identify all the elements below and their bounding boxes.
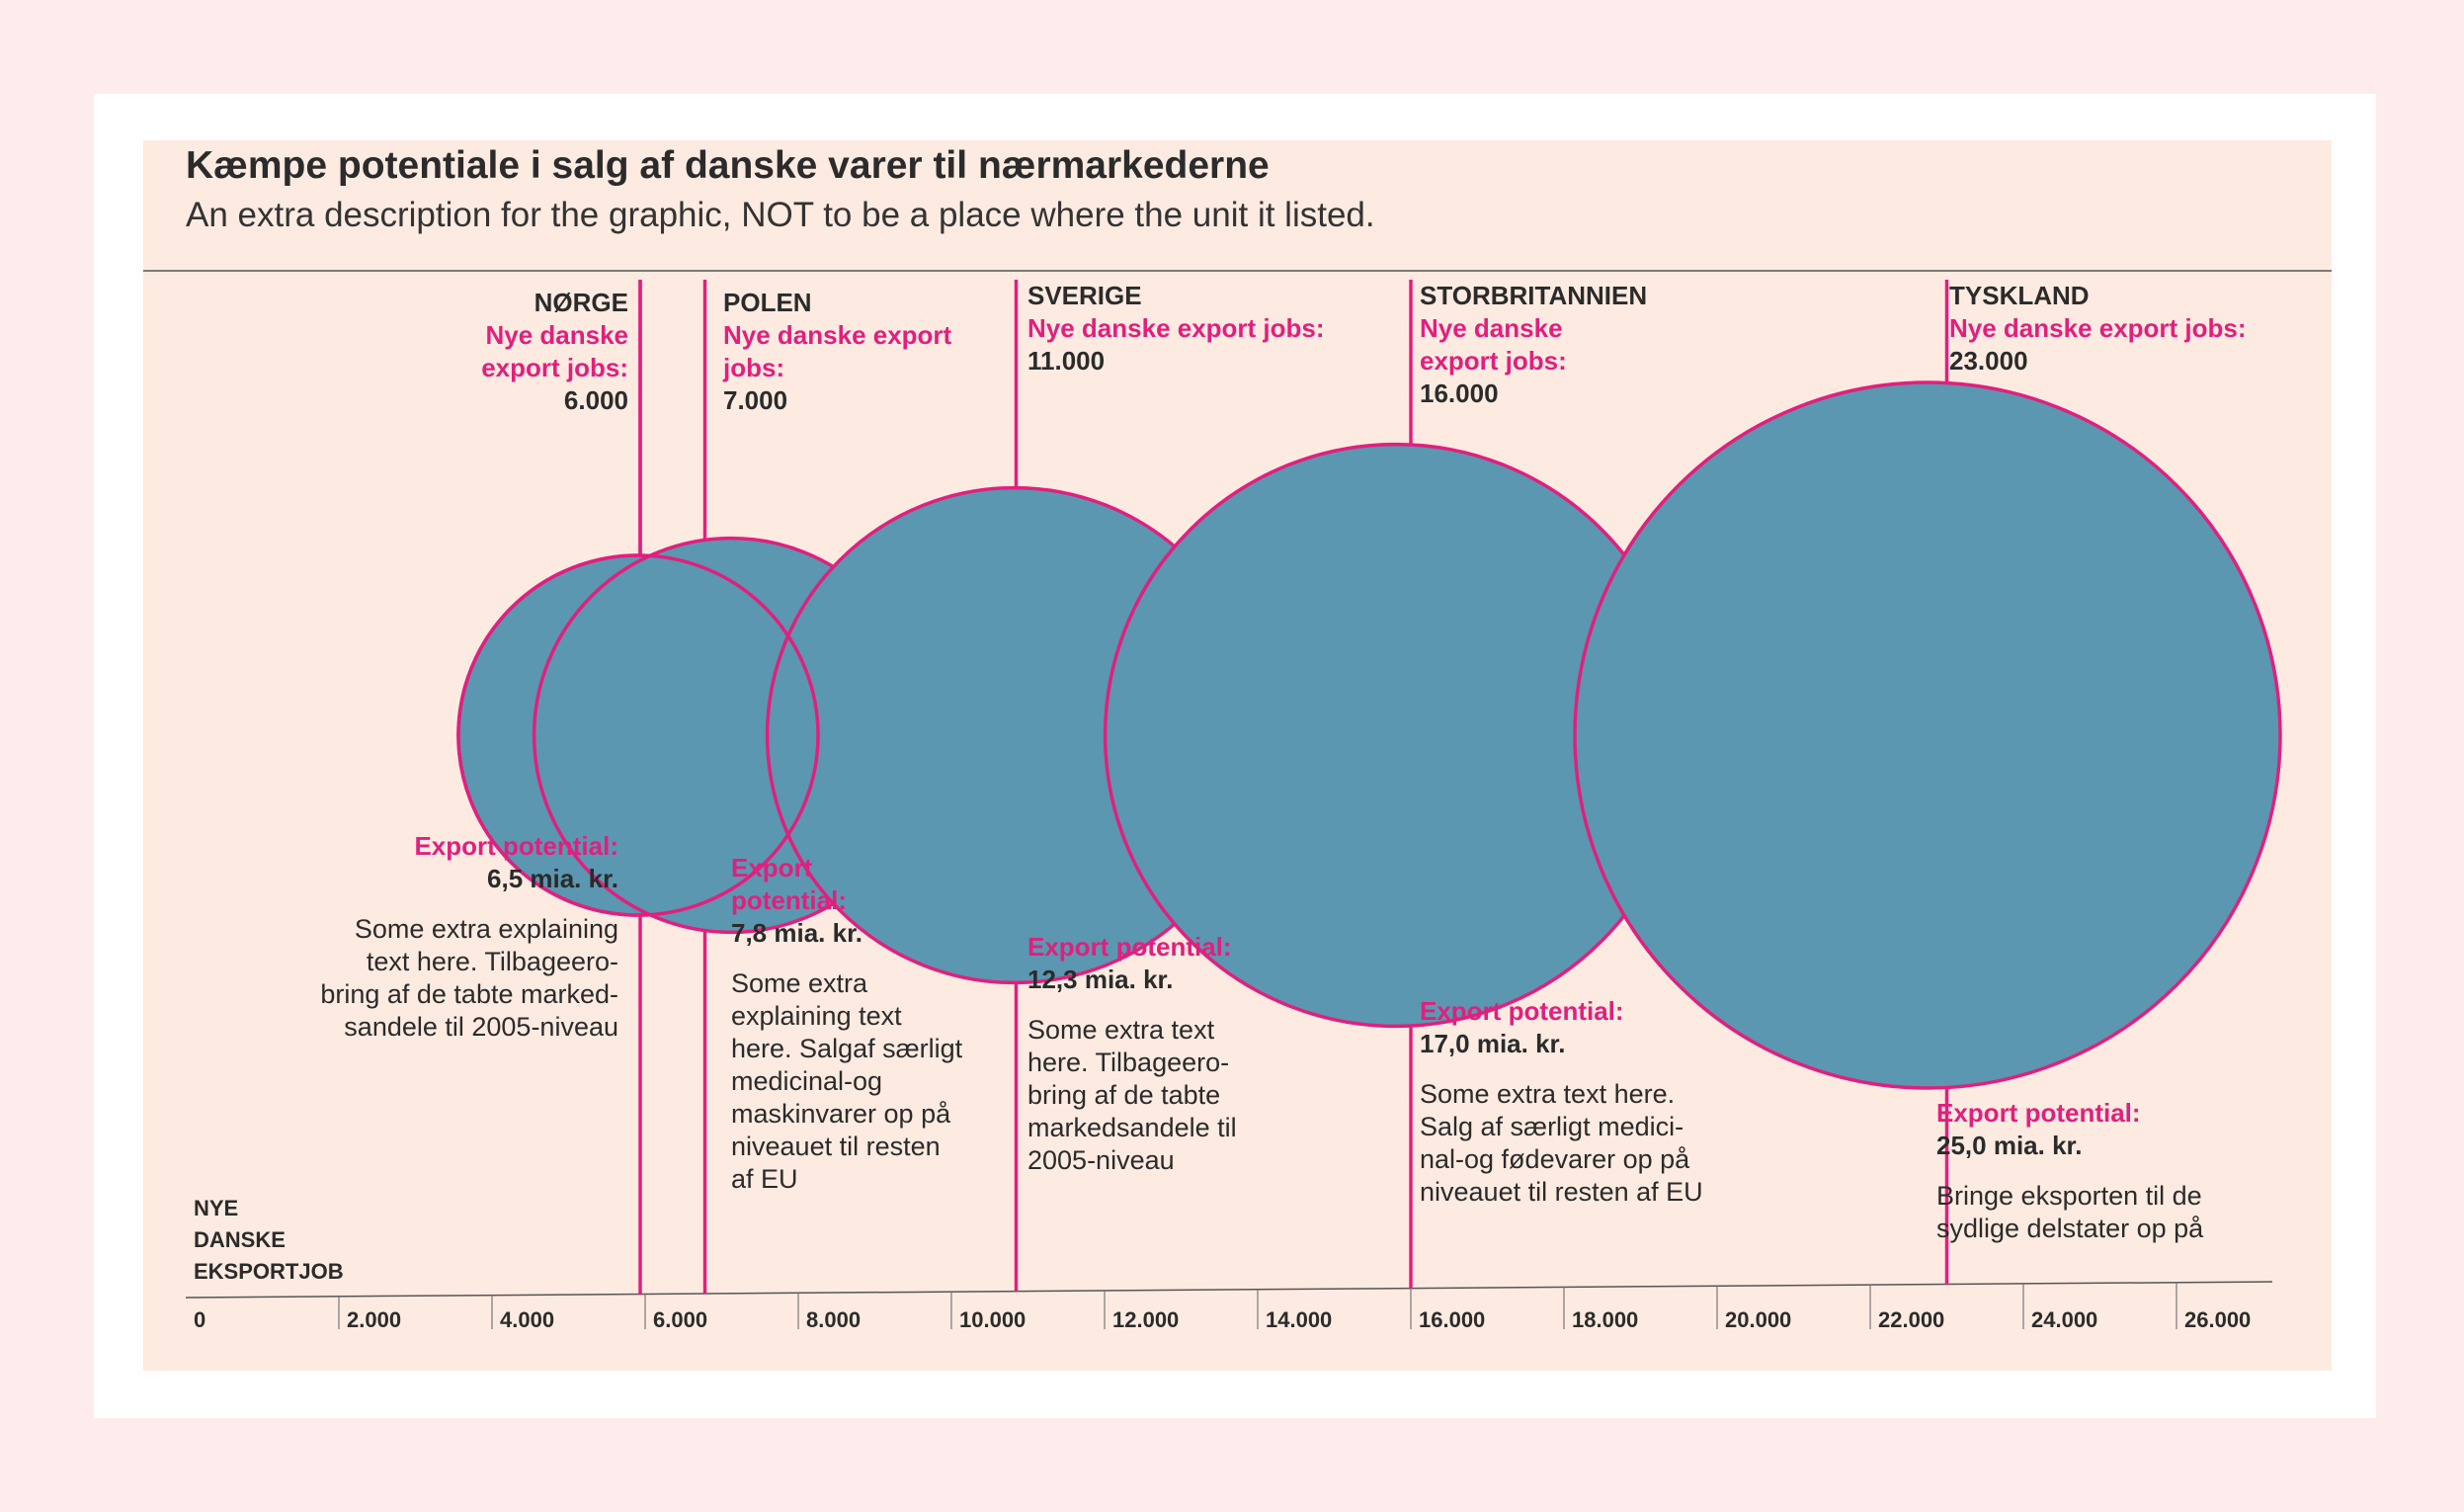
x-tick-label: 26.000 — [2184, 1307, 2251, 1332]
chart-title: Kæmpe potentiale i salg af danske varer … — [186, 144, 1270, 187]
country-name: POLEN — [723, 288, 812, 317]
x-tick-label: 16.000 — [1419, 1307, 1485, 1332]
x-tick-label: 24.000 — [2031, 1307, 2097, 1332]
jobs-label: export jobs: — [481, 353, 628, 382]
jobs-label: export jobs: — [1420, 346, 1567, 376]
spacer — [320, 895, 618, 913]
note-line: niveauet til resten — [731, 1132, 941, 1161]
jobs-value: 23.000 — [1949, 346, 2028, 376]
x-tick-label: 12.000 — [1112, 1307, 1179, 1332]
potential-label: Export potential: — [1936, 1098, 2141, 1128]
country-header-label: STORBRITANNIEN Nye danske export jobs: 16.0… — [1420, 280, 1647, 410]
spacer — [1936, 1162, 2203, 1180]
note-line: nal-og fødevarer op på — [1420, 1144, 1690, 1174]
x-axis-title-line: EKSPORTJOB — [194, 1259, 344, 1284]
country-name: NØRGE — [534, 288, 628, 317]
x-axis-line — [185, 1281, 2273, 1299]
jobs-value: 7.000 — [723, 385, 788, 415]
potential-label: Export potential: — [414, 831, 618, 861]
country-header-label: TYSKLAND Nye danske export jobs: 23.000 — [1949, 280, 2247, 378]
country-header-label: POLEN Nye danske export jobs: 7.000 — [723, 287, 951, 417]
x-tick-label: 0 — [194, 1307, 205, 1332]
country-potential-label: Export potential: 25,0 mia. kr. Bringe eks… — [1936, 1097, 2203, 1245]
x-tick-label: 20.000 — [1725, 1307, 1791, 1332]
x-axis-title-line: DANSKE — [194, 1227, 286, 1252]
note-line: text here. Tilbageero- — [366, 947, 618, 976]
potential-label: Export potential: — [1027, 932, 1232, 962]
x-tick-label: 10.000 — [959, 1307, 1026, 1332]
jobs-label: Nye danske export jobs: — [1027, 313, 1325, 343]
spacer — [1027, 996, 1237, 1014]
jobs-value: 16.000 — [1420, 378, 1499, 408]
x-tick-label: 14.000 — [1266, 1307, 1332, 1332]
note-line: sydlige delstater op på — [1936, 1214, 2204, 1243]
potential-label: Export — [731, 853, 813, 882]
jobs-value: 6.000 — [563, 385, 628, 415]
x-tick-label: 2.000 — [347, 1307, 401, 1332]
note-line: 2005-niveau — [1027, 1145, 1175, 1175]
potential-value: 17,0 mia. kr. — [1420, 1029, 1566, 1058]
potential-label: Export potential: — [1420, 996, 1624, 1026]
country-potential-label: Export potential: 7,8 mia. kr. Some extra ex… — [731, 852, 962, 1196]
spacer — [1420, 1060, 1703, 1078]
jobs-value: 11.000 — [1027, 346, 1106, 376]
x-tick-label: 6.000 — [653, 1307, 707, 1332]
note-line: bring af de tabte — [1027, 1080, 1221, 1110]
chart-subtitle: An extra description for the graphic, NO… — [186, 196, 1375, 234]
note-line: here. Salgaf særligt — [731, 1034, 963, 1063]
note-line: Some extra text here. — [1420, 1079, 1676, 1109]
country-potential-label: Export potential: 6,5 mia. kr. Some extra … — [320, 830, 618, 1044]
jobs-label: jobs: — [723, 353, 785, 382]
potential-label: potential: — [731, 885, 847, 915]
note-line: medicinal-og — [731, 1066, 883, 1096]
potential-value: 7,8 mia. kr. — [731, 918, 862, 948]
potential-value: 25,0 mia. kr. — [1936, 1131, 2083, 1160]
note-line: Bringe eksporten til de — [1936, 1181, 2202, 1211]
x-tick-label: 22.000 — [1878, 1307, 1944, 1332]
note-line: Some extra explaining — [354, 914, 618, 944]
country-name: SVERIGE — [1027, 281, 1142, 310]
spacer — [731, 950, 962, 967]
note-line: af EU — [731, 1164, 798, 1194]
x-axis-title: NYE DANSKE EKSPORTJOB — [194, 1193, 344, 1288]
jobs-label: Nye danske — [1420, 313, 1563, 343]
x-tick-label: 8.000 — [806, 1307, 861, 1332]
country-header-label: NØRGE Nye danske export jobs: 6.000 — [481, 287, 628, 417]
note-line: niveauet til resten af EU — [1420, 1177, 1703, 1207]
note-line: here. Tilbageero- — [1027, 1048, 1230, 1077]
note-line: bring af de tabte marked- — [320, 979, 618, 1009]
note-line: Salg af særligt medici- — [1420, 1112, 1684, 1141]
x-axis-title-line: NYE — [194, 1196, 239, 1220]
jobs-label: Nye danske — [485, 320, 628, 350]
country-bubble — [1573, 380, 2282, 1090]
country-header-label: SVERIGE Nye danske export jobs: 11.000 — [1027, 280, 1325, 378]
note-line: explaining text — [731, 1001, 902, 1031]
note-line: Some extra text — [1027, 1015, 1215, 1045]
note-line: markedsandele til — [1027, 1113, 1237, 1142]
note-line: sandele til 2005-niveau — [344, 1012, 618, 1042]
x-tick-label: 18.000 — [1572, 1307, 1638, 1332]
jobs-label: Nye danske export jobs: — [1949, 313, 2247, 343]
country-potential-label: Export potential: 12,3 mia. kr. Some extra… — [1027, 931, 1237, 1177]
jobs-label: Nye danske export — [723, 320, 952, 350]
note-line: maskinvarer op på — [731, 1099, 951, 1129]
country-potential-label: Export potential: 17,0 mia. kr. Some extra… — [1420, 995, 1703, 1209]
x-tick-label: 4.000 — [500, 1307, 554, 1332]
country-bubble-outline — [456, 553, 820, 917]
country-name: STORBRITANNIEN — [1420, 281, 1648, 310]
potential-value: 12,3 mia. kr. — [1027, 965, 1174, 994]
note-line: Some extra — [731, 968, 868, 998]
potential-value: 6,5 mia. kr. — [487, 864, 618, 893]
country-name: TYSKLAND — [1949, 281, 2090, 310]
